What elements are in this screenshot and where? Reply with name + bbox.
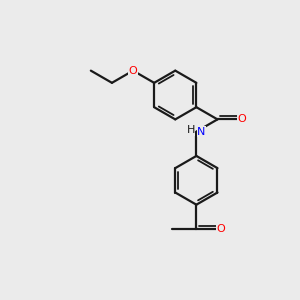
Text: N: N — [197, 127, 206, 136]
Text: H: H — [187, 125, 195, 135]
Text: O: O — [129, 66, 137, 76]
Text: O: O — [216, 224, 225, 234]
Text: O: O — [238, 114, 246, 124]
